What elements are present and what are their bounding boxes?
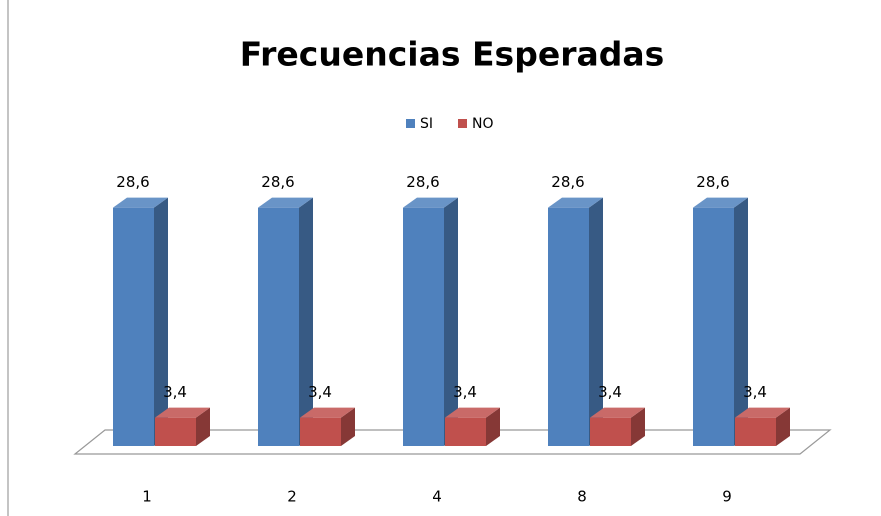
x-tick-label: 9 [722, 488, 732, 506]
chart-title: Frecuencias Esperadas [240, 35, 665, 74]
bar-side [154, 197, 168, 446]
bar [113, 197, 168, 446]
bar-side [631, 407, 645, 446]
bar-side [444, 197, 458, 446]
x-tick-label: 1 [142, 488, 152, 506]
bar-top [155, 407, 210, 418]
bar-front [300, 417, 341, 446]
data-label: 3,4 [163, 383, 187, 401]
data-label: 3,4 [308, 383, 332, 401]
bar [693, 197, 748, 446]
bar-top [590, 407, 645, 418]
bar [735, 407, 790, 446]
bar-top [735, 407, 790, 418]
data-label: 28,6 [696, 173, 729, 191]
data-label: 3,4 [598, 383, 622, 401]
data-label: 28,6 [261, 173, 294, 191]
bar-side [589, 197, 603, 446]
bar-top [548, 197, 603, 208]
bar [403, 197, 458, 446]
bar-front [113, 207, 154, 446]
bar [590, 407, 645, 446]
bar [445, 407, 500, 446]
x-tick-label: 2 [287, 488, 297, 506]
bar-top [403, 197, 458, 208]
data-label: 28,6 [116, 173, 149, 191]
bar-side [486, 407, 500, 446]
bar-front [445, 417, 486, 446]
bar-side [196, 407, 210, 446]
data-label: 28,6 [406, 173, 439, 191]
bar-side [734, 197, 748, 446]
data-label: 3,4 [453, 383, 477, 401]
bar-front [735, 417, 776, 446]
bar-top [693, 197, 748, 208]
bar-top [258, 197, 313, 208]
bar-front [693, 207, 734, 446]
legend-label: NO [472, 116, 494, 132]
x-tick-label: 8 [577, 488, 587, 506]
legend-label: SI [420, 116, 433, 132]
x-tick-label: 4 [432, 488, 442, 506]
bar-top [445, 407, 500, 418]
bar-side [341, 407, 355, 446]
bar-front [548, 207, 589, 446]
bar-front [590, 417, 631, 446]
bar-front [258, 207, 299, 446]
bar [155, 407, 210, 446]
data-label: 28,6 [551, 173, 584, 191]
bar [300, 407, 355, 446]
bar-front [403, 207, 444, 446]
bar-top [113, 197, 168, 208]
bar-top [300, 407, 355, 418]
legend-swatch [406, 119, 415, 128]
bar-side [299, 197, 313, 446]
bar-side [776, 407, 790, 446]
data-label: 3,4 [743, 383, 767, 401]
bar [258, 197, 313, 446]
legend-swatch [458, 119, 467, 128]
bar-front [155, 417, 196, 446]
bar [548, 197, 603, 446]
